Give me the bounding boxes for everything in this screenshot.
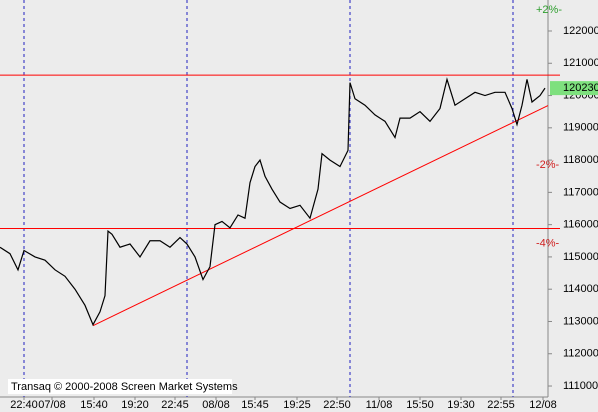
- x-tick-label: 19:20: [121, 399, 149, 411]
- percent-level: +2%-: [536, 4, 562, 16]
- x-tick-label: 15:40: [80, 399, 108, 411]
- x-tick-label: 19:25: [283, 399, 311, 411]
- y-tick-label: 118000: [563, 154, 598, 166]
- price-line: [0, 77, 546, 327]
- y-tick-label: 121000: [563, 57, 598, 69]
- x-tick-label: 22:40: [10, 399, 38, 411]
- y-tick-label: 122000: [563, 25, 598, 37]
- y-tick-label: 117000: [563, 186, 598, 198]
- y-tick-label: 111000: [563, 380, 598, 392]
- x-tick-label: 15:50: [406, 399, 434, 411]
- percent-level: -4%-: [536, 237, 560, 249]
- x-tick-label: 07/08: [38, 399, 66, 411]
- y-tick-label: 115000: [563, 251, 598, 263]
- y-tick-label: 116000: [563, 219, 598, 231]
- x-tick-label: 22:45: [161, 399, 189, 411]
- last-price-label: 120230: [563, 82, 598, 94]
- x-tick-label: 22:55: [487, 399, 515, 411]
- x-tick-label: 12/08: [529, 399, 557, 411]
- x-tick-label: 22:50: [323, 399, 351, 411]
- x-tick-label: 11/08: [366, 399, 393, 411]
- y-tick-label: 113000: [563, 315, 598, 327]
- last-price-box: [550, 81, 598, 96]
- footer: Transaq © 2000-2008 Screen Market System…: [11, 381, 238, 393]
- y-tick-label: 112000: [563, 348, 598, 360]
- x-tick-label: 19:30: [447, 399, 475, 411]
- y-tick-label: 114000: [563, 283, 598, 295]
- trend-line: [92, 105, 549, 327]
- x-tick-label: 08/08: [202, 399, 230, 411]
- x-tick-label: 15:45: [241, 399, 269, 411]
- y-tick-label: 119000: [563, 122, 598, 134]
- percent-level: -2%-: [536, 159, 560, 171]
- footer-box: [8, 379, 232, 394]
